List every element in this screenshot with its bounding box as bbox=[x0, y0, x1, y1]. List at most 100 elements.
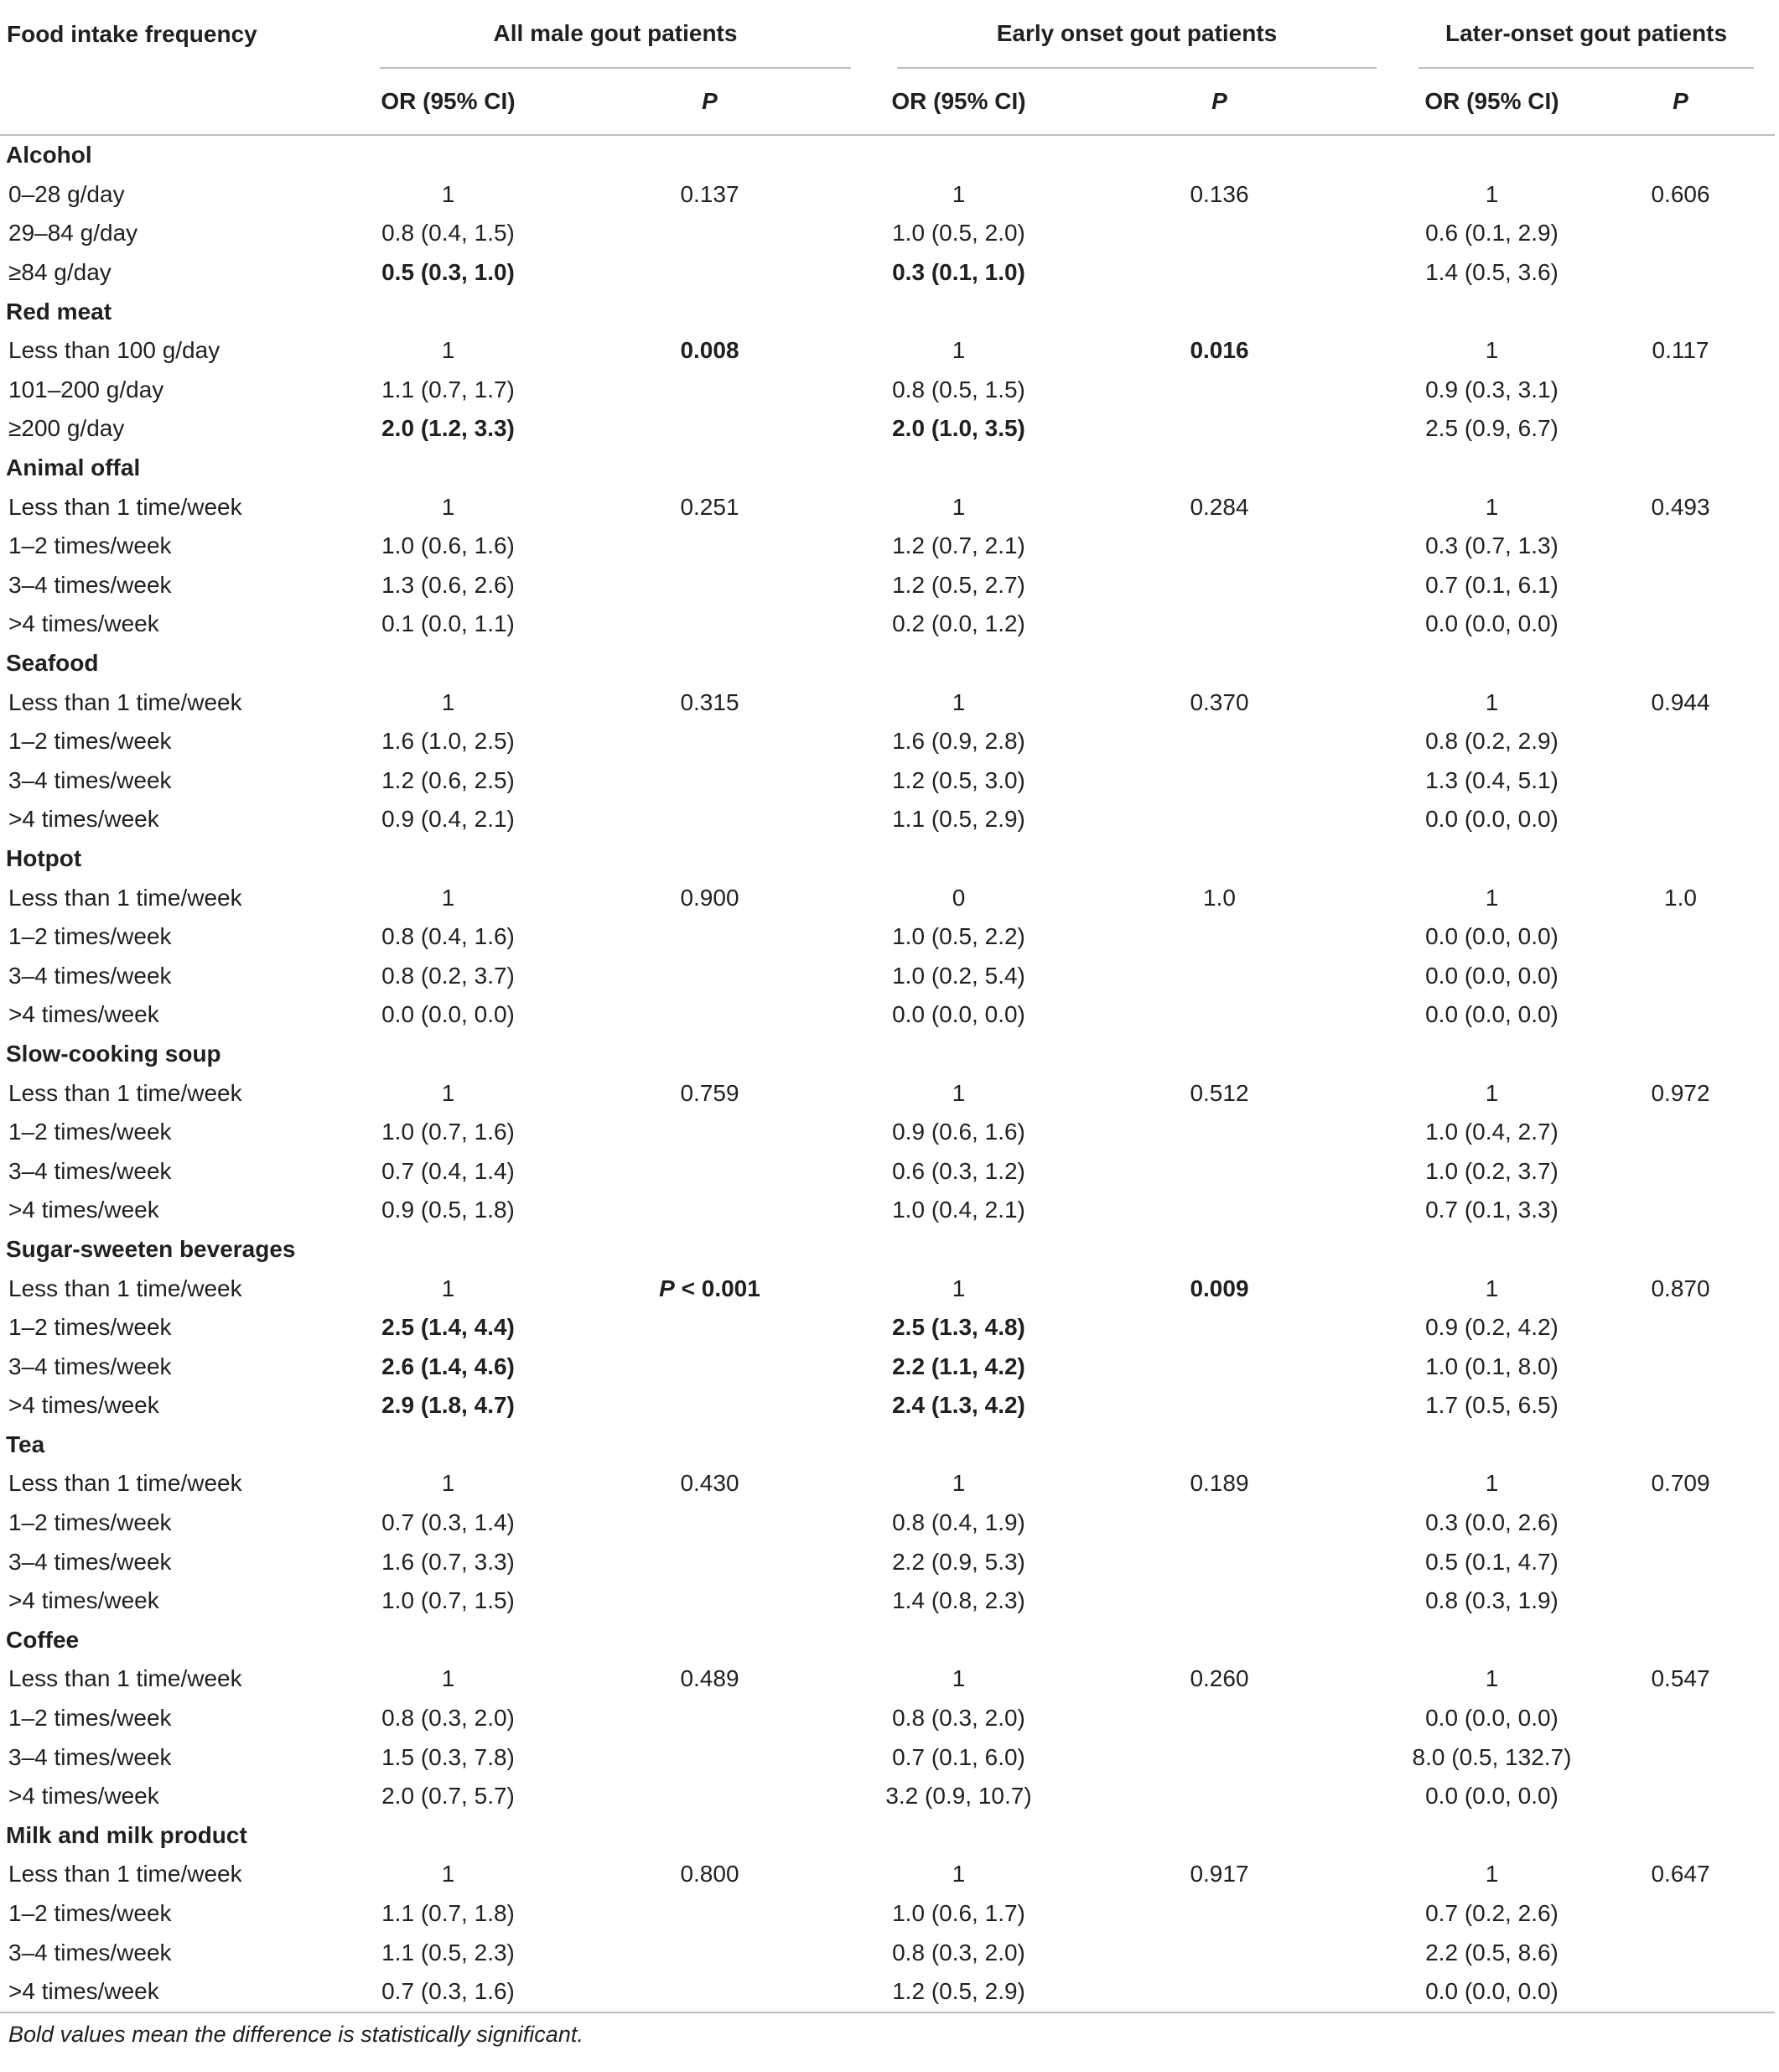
header-or-ci: OR (95% CI) bbox=[876, 69, 1041, 136]
or-ci-cell: 1 bbox=[876, 331, 1041, 371]
p-value-cell bbox=[1586, 722, 1775, 761]
or-ci-cell: 1 bbox=[1398, 1073, 1586, 1113]
or-ci-cell: 3.2 (0.9, 10.7) bbox=[876, 1777, 1041, 1816]
or-ci-value: 0.8 (0.3, 2.0) bbox=[381, 1705, 515, 1732]
or-ci-cell: 0.7 (0.2, 2.6) bbox=[1398, 1894, 1586, 1934]
or-ci-cell: 0.0 (0.0, 0.0) bbox=[1398, 1699, 1586, 1738]
p-value: 0.800 bbox=[680, 1861, 739, 1888]
p-value: 0.493 bbox=[1651, 493, 1710, 520]
p-value-cell bbox=[543, 956, 876, 995]
row-label: 1–2 times/week bbox=[8, 532, 172, 559]
p-value-cell: 0.117 bbox=[1586, 331, 1775, 371]
p-value-cell bbox=[1041, 800, 1398, 839]
or-ci-value: 1 bbox=[1485, 180, 1499, 207]
or-ci-cell: 1 bbox=[876, 683, 1041, 722]
or-ci-value: 8.0 (0.5, 132.7) bbox=[1412, 1743, 1572, 1770]
or-ci-value: 1 bbox=[1485, 884, 1499, 911]
table-row: 3–4 times/week 1.6 (0.7, 3.3) 2.2 (0.9, 5.… bbox=[0, 1542, 1775, 1581]
table-row: Less than 1 time/week 1 0.800 1 0.917 1 0.647 bbox=[0, 1855, 1775, 1894]
p-value: 0.009 bbox=[1190, 1275, 1249, 1301]
or-ci-value: 1 bbox=[952, 1861, 966, 1888]
p-value-cell bbox=[543, 605, 876, 644]
p-value-cell: 0.606 bbox=[1586, 175, 1775, 215]
row-label: 1–2 times/week bbox=[8, 1509, 172, 1536]
or-ci-value: 1 bbox=[1485, 1079, 1499, 1106]
p-value-cell: 0.430 bbox=[543, 1464, 876, 1503]
table-row: Less than 1 time/week 1 0.759 1 0.512 1 0.972 bbox=[0, 1073, 1775, 1113]
or-ci-value: 0.0 (0.0, 0.0) bbox=[1425, 923, 1559, 950]
or-ci-value: 1 bbox=[441, 688, 455, 715]
header-p: P bbox=[1041, 69, 1398, 136]
p-value-cell bbox=[543, 1191, 876, 1230]
row-label: Less than 1 time/week bbox=[8, 1275, 242, 1301]
or-ci-cell: 1.6 (0.9, 2.8) bbox=[876, 722, 1041, 761]
or-ci-value: 1.1 (0.5, 2.3) bbox=[381, 1939, 515, 1966]
p-value-cell bbox=[1041, 1151, 1398, 1191]
p-value-cell bbox=[543, 1737, 876, 1777]
p-value-cell: 0.944 bbox=[1586, 683, 1775, 722]
or-ci-cell: 1 bbox=[876, 1269, 1041, 1308]
p-value-cell bbox=[543, 1542, 876, 1581]
p-value: 0.972 bbox=[1651, 1079, 1710, 1106]
or-ci-value: 1 bbox=[952, 1079, 966, 1106]
p-value: 0.917 bbox=[1190, 1861, 1249, 1888]
or-ci-cell: 1.1 (0.7, 1.8) bbox=[353, 1894, 543, 1934]
p-value: < 0.001 bbox=[681, 1275, 760, 1301]
row-label: >4 times/week bbox=[8, 610, 159, 637]
table-row: 3–4 times/week 2.6 (1.4, 4.6) 2.2 (1.1, 4.… bbox=[0, 1347, 1775, 1386]
p-value-cell bbox=[1586, 956, 1775, 995]
or-ci-cell: 2.2 (0.9, 5.3) bbox=[876, 1542, 1041, 1581]
or-ci-value: 0.2 (0.0, 1.2) bbox=[892, 610, 1025, 637]
row-label: 3–4 times/week bbox=[8, 1939, 172, 1966]
p-value-cell bbox=[1586, 995, 1775, 1035]
or-ci-cell: 1 bbox=[876, 1659, 1041, 1699]
or-ci-cell: 0.8 (0.3, 1.9) bbox=[1398, 1581, 1586, 1621]
or-ci-cell: 0.3 (0.7, 1.3) bbox=[1398, 527, 1586, 566]
or-ci-value: 0.6 (0.3, 1.2) bbox=[892, 1157, 1025, 1184]
footnote: Bold values mean the difference is stati… bbox=[0, 2011, 1776, 2057]
p-value-cell: 0.008 bbox=[543, 331, 876, 371]
or-ci-value: 0.7 (0.1, 6.0) bbox=[892, 1743, 1025, 1770]
row-label: 1–2 times/week bbox=[8, 1314, 172, 1341]
or-ci-value: 1.6 (0.9, 2.8) bbox=[892, 728, 1025, 755]
or-ci-value: 0.0 (0.0, 0.0) bbox=[1425, 1978, 1559, 2005]
or-ci-value: 1.0 (0.7, 1.5) bbox=[381, 1587, 515, 1614]
table-row: Less than 1 time/week 1 0.489 1 0.260 1 0.547 bbox=[0, 1659, 1775, 1699]
or-ci-value: 1.0 (0.2, 5.4) bbox=[892, 962, 1025, 989]
or-ci-value: 0.7 (0.1, 6.1) bbox=[1425, 571, 1559, 598]
or-ci-value: 0.3 (0.7, 1.3) bbox=[1425, 532, 1559, 559]
row-label: 1–2 times/week bbox=[8, 1705, 172, 1732]
p-value: 0.137 bbox=[680, 180, 739, 207]
p-value-cell bbox=[1041, 1699, 1398, 1738]
or-ci-value: 2.4 (1.3, 4.2) bbox=[892, 1392, 1025, 1419]
row-label: Less than 1 time/week bbox=[8, 884, 242, 911]
or-ci-cell: 1 bbox=[1398, 487, 1586, 527]
p-value-cell bbox=[1586, 1542, 1775, 1581]
or-ci-cell: 1.6 (0.7, 3.3) bbox=[353, 1542, 543, 1581]
p-value-cell: 1.0 bbox=[1041, 878, 1398, 917]
p-value-cell: 0.315 bbox=[543, 683, 876, 722]
or-ci-value: 1 bbox=[441, 337, 455, 364]
or-ci-value: 0 bbox=[952, 884, 966, 911]
or-ci-value: 1 bbox=[1485, 493, 1499, 520]
or-ci-value: 2.5 (1.4, 4.4) bbox=[381, 1314, 515, 1341]
p-value: 0.370 bbox=[1190, 688, 1249, 715]
p-value-cell bbox=[543, 253, 876, 293]
or-ci-value: 0.8 (0.3, 2.0) bbox=[892, 1705, 1025, 1732]
p-value-cell: 0.512 bbox=[1041, 1073, 1398, 1113]
p-value: 0.900 bbox=[680, 884, 739, 911]
category-row: Alcohol bbox=[0, 135, 1775, 175]
or-ci-cell: 0.8 (0.2, 2.9) bbox=[1398, 722, 1586, 761]
row-label: 3–4 times/week bbox=[8, 1743, 172, 1770]
p-value: 0.647 bbox=[1651, 1861, 1710, 1888]
or-ci-cell: 0.9 (0.6, 1.6) bbox=[876, 1113, 1041, 1152]
or-ci-value: 1.2 (0.5, 2.7) bbox=[892, 571, 1025, 598]
p-value: 0.944 bbox=[1651, 688, 1710, 715]
row-label: Less than 1 time/week bbox=[8, 1665, 242, 1692]
or-ci-cell: 0.1 (0.0, 1.1) bbox=[353, 605, 543, 644]
or-ci-cell: 1 bbox=[353, 1073, 543, 1113]
p-value: 0.136 bbox=[1190, 180, 1249, 207]
or-ci-value: 1 bbox=[952, 1470, 966, 1497]
p-value-cell bbox=[543, 527, 876, 566]
